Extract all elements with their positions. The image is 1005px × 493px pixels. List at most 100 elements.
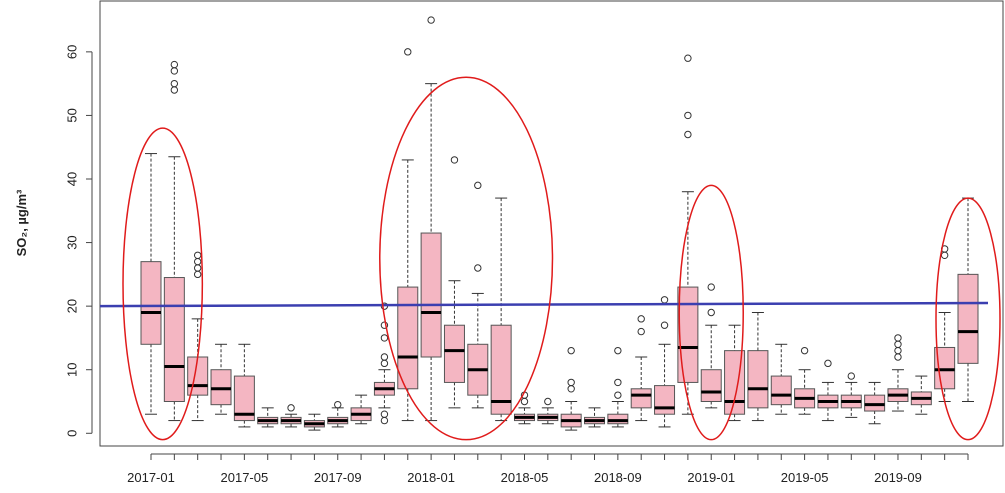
outlier-point [707,283,715,291]
outlier-point [193,270,202,279]
reference-line [99,301,989,308]
outlier-point [404,48,412,56]
x-tick-label: 2017-09 [314,470,362,485]
iqr-box [397,286,419,390]
y-tick-label: 40 [65,172,80,186]
y-tick-label: 50 [65,108,80,122]
box-2017-08 [303,413,325,431]
outlier-point [894,346,902,355]
iqr-box [770,375,792,406]
outlier-point [660,321,669,329]
box-2019-04 [770,343,792,415]
outlier-point [824,359,832,368]
outlier-point [380,359,389,368]
x-tick-label: 2018-01 [407,470,455,485]
box-2017-04 [210,343,232,415]
plot-frame [99,0,1004,447]
outlier-point [170,86,179,94]
x-tick-label: 2018-09 [594,470,642,485]
outlier-point [567,346,575,355]
outlier-point [940,251,949,259]
y-tick-label: 30 [65,235,80,249]
iqr-box [957,273,979,364]
highlight-ellipse [379,76,554,441]
box-2019-01 [700,283,722,409]
box-2018-08 [584,407,606,428]
outlier-point [660,296,669,304]
iqr-box [700,369,722,403]
y-tick-label: 10 [65,362,80,376]
outlier-point [894,340,902,348]
reference-line-group [99,301,989,308]
outlier-point [894,334,902,342]
outlier-point [170,60,179,69]
box-2017-07 [280,404,302,428]
x-tick-label: 2019-01 [687,470,735,485]
outlier-point [614,378,622,387]
outlier-point [614,391,622,399]
box-2018-06 [537,397,559,425]
box-2018-07 [560,346,582,431]
outlier-point [380,353,389,361]
box-series [140,16,979,431]
y-axis: 0 10 20 30 40 50 60 [65,45,93,437]
box-2019-08 [864,381,886,425]
outlier-point [380,321,389,329]
iqr-box [630,388,652,409]
y-tick-label: 60 [65,45,80,59]
box-2018-10 [630,315,652,422]
box-2017-02 [163,60,185,422]
box-2019-02 [724,324,746,422]
outlier-point [684,54,692,62]
box-2017-05 [233,343,255,428]
outlier-point [637,315,645,323]
iqr-box [654,385,676,415]
x-axis: 2017-01 2017-05 2017-09 2018-01 2018-05 2018-… [127,453,969,485]
box-2017-06 [257,407,279,428]
outlier-point [800,346,809,355]
outlier-point [474,181,482,190]
box-2018-11 [654,296,676,428]
outlier-point [847,372,855,380]
box-2019-09 [887,334,909,412]
iqr-box [677,286,699,383]
box-2018-09 [607,346,629,428]
box-2019-10 [910,375,932,415]
x-tick-label: 2019-09 [874,470,922,485]
x-tick-label: 2019-05 [781,470,829,485]
iqr-box [490,324,512,415]
box-2017-09 [327,400,349,428]
highlight-ellipse [678,184,744,441]
iqr-box [140,261,162,345]
box-2018-04 [490,197,512,422]
outlier-point [170,67,179,75]
y-axis-label: SO₂, µg/m³ [14,189,29,256]
outlier-point [894,353,902,361]
iqr-box [747,350,769,409]
iqr-box [233,375,255,422]
outlier-point [287,404,295,412]
box-2017-01 [140,153,162,415]
outlier-point [193,257,202,266]
outlier-point [380,410,389,418]
outlier-point [170,79,179,88]
outlier-point [684,111,692,120]
outlier-point [544,397,552,406]
outlier-point [450,156,459,164]
outlier-point [707,308,715,317]
iqr-box [163,277,185,402]
box-2017-10 [350,394,372,425]
outlier-point [567,378,575,387]
x-tick-label: 2017-01 [127,470,175,485]
x-tick-label: 2017-05 [221,470,269,485]
y-tick-label: 20 [65,299,80,313]
box-2019-05 [794,346,816,415]
outlier-point [380,416,389,425]
iqr-box [443,324,465,383]
outlier-point [193,264,202,272]
box-2018-01 [420,16,442,422]
highlight-ellipse [122,127,204,441]
box-2019-06 [817,359,839,422]
highlight-ellipses [122,76,1001,441]
